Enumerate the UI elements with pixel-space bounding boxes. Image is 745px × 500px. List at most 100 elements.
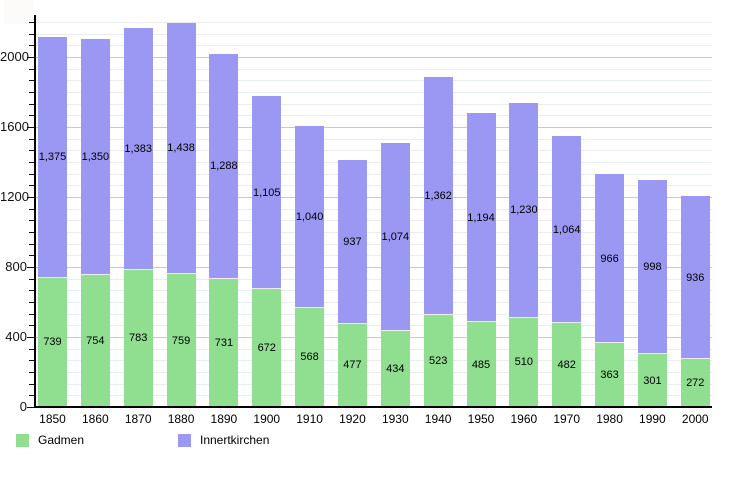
bar-segment-gadmen-1970 xyxy=(552,322,582,407)
y-tick-minor xyxy=(29,173,34,175)
value-label-gadmen-1950: 485 xyxy=(471,358,491,371)
value-label-innertkirchen-1980: 966 xyxy=(600,252,619,265)
y-tick-minor xyxy=(29,138,34,140)
y-tick-minor xyxy=(29,255,34,257)
x-axis-label-1850: 1850 xyxy=(39,412,66,426)
y-axis-label: 1200 xyxy=(0,189,29,204)
y-tick-major xyxy=(27,127,34,128)
bar-segment-gadmen-1870 xyxy=(123,269,153,407)
y-tick-minor xyxy=(29,348,34,350)
x-axis-label-1900: 1900 xyxy=(253,412,281,426)
y-axis-label: 2000 xyxy=(0,49,29,64)
y-axis-label: 400 xyxy=(5,329,27,344)
value-label-gadmen-1980: 363 xyxy=(600,369,619,382)
y-axis-label: 0 xyxy=(19,399,27,414)
legend-swatch-innertkirchen xyxy=(178,434,191,447)
x-axis-label-1970: 1970 xyxy=(553,412,581,426)
gridline-minor xyxy=(36,278,712,280)
y-tick-minor xyxy=(29,208,34,210)
x-axis-label-1870: 1870 xyxy=(124,412,152,426)
x-axis-label-1880: 1880 xyxy=(167,412,195,426)
bar-segment-gadmen-2000 xyxy=(680,359,710,407)
bar-segment-innertkirchen-1960 xyxy=(509,102,539,318)
bar-segment-gadmen-1860 xyxy=(80,275,110,407)
bar-segment-innertkirchen-1900 xyxy=(252,96,282,290)
gridline-minor xyxy=(36,162,712,163)
y-tick-major xyxy=(27,197,34,198)
value-label-innertkirchen-1850: 1,375 xyxy=(38,151,67,164)
gridline-minor xyxy=(36,45,712,47)
y-tick-minor xyxy=(29,325,34,327)
x-axis-label-1890: 1890 xyxy=(210,412,238,426)
y-tick-minor xyxy=(29,103,34,105)
y-axis-line xyxy=(34,15,36,408)
gridline-minor xyxy=(36,383,712,385)
gridline-minor xyxy=(36,92,712,93)
bar-segment-innertkirchen-2000 xyxy=(680,195,710,360)
x-axis-label-1950: 1950 xyxy=(467,412,495,426)
gridline-minor xyxy=(36,395,712,397)
gridline-minor xyxy=(36,33,712,35)
gridline-minor xyxy=(36,325,712,327)
y-tick-minor xyxy=(29,290,34,292)
bar-segment-innertkirchen-1860 xyxy=(80,38,110,276)
y-tick-minor xyxy=(29,92,34,93)
gridline-minor xyxy=(36,208,712,210)
value-label-gadmen-1890: 731 xyxy=(214,337,234,350)
value-label-gadmen-1930: 434 xyxy=(386,363,405,376)
y-tick-minor xyxy=(29,33,34,35)
gridline-minor xyxy=(36,243,712,245)
y-tick-minor xyxy=(29,243,34,245)
gridline-minor xyxy=(36,173,712,175)
bar-segment-gadmen-1890 xyxy=(209,279,239,407)
bar-segment-innertkirchen-1910 xyxy=(295,125,325,308)
bar-segment-innertkirchen-1920 xyxy=(337,159,367,324)
y-tick-minor xyxy=(29,115,34,117)
bar-segment-innertkirchen-1980 xyxy=(595,174,625,344)
bar-segment-gadmen-1950 xyxy=(466,322,496,407)
bar-segment-innertkirchen-1970 xyxy=(552,136,582,323)
gridline-minor xyxy=(36,220,712,222)
value-label-gadmen-1860: 754 xyxy=(86,335,105,348)
y-tick-minor xyxy=(29,220,34,222)
bar-segment-gadmen-1980 xyxy=(595,343,625,407)
value-label-innertkirchen-1910: 1,040 xyxy=(295,210,324,223)
bar-segment-innertkirchen-1930 xyxy=(380,143,410,332)
value-label-gadmen-1900: 672 xyxy=(257,342,276,355)
bar-segment-gadmen-1940 xyxy=(423,315,453,407)
value-label-gadmen-1960: 510 xyxy=(514,356,534,369)
y-axis-label: 1600 xyxy=(0,119,29,134)
gridline-minor xyxy=(36,313,712,315)
bar-segment-gadmen-1990 xyxy=(637,354,667,407)
bar-segment-gadmen-1910 xyxy=(295,307,325,407)
value-label-gadmen-2000: 272 xyxy=(686,377,705,390)
x-axis-label-1860: 1860 xyxy=(81,412,109,426)
x-axis-label-1930: 1930 xyxy=(381,412,409,426)
gridline-minor xyxy=(36,302,712,303)
gridline-minor xyxy=(36,138,712,140)
y-tick-minor xyxy=(29,302,34,303)
gridline-major xyxy=(36,57,712,58)
x-axis-label-1910: 1910 xyxy=(296,412,323,426)
gridline-minor xyxy=(36,372,712,373)
value-label-innertkirchen-1950: 1,194 xyxy=(467,211,495,224)
bar-segment-innertkirchen-1880 xyxy=(166,22,196,275)
corner-artifact xyxy=(4,0,34,24)
legend-swatch-gadmen xyxy=(16,434,29,447)
x-axis-label-1920: 1920 xyxy=(339,412,366,426)
value-label-gadmen-1910: 568 xyxy=(300,351,319,364)
y-tick-major xyxy=(27,337,34,338)
gridline-major xyxy=(36,337,712,338)
y-tick-minor xyxy=(29,150,34,152)
value-label-innertkirchen-1920: 937 xyxy=(343,235,362,248)
gridline-minor xyxy=(36,103,712,105)
y-tick-minor xyxy=(29,232,34,233)
y-tick-minor xyxy=(29,68,34,70)
value-label-innertkirchen-1860: 1,350 xyxy=(81,150,110,163)
gridline-minor xyxy=(36,115,712,117)
value-label-innertkirchen-1900: 1,105 xyxy=(252,186,281,199)
y-tick-minor xyxy=(29,22,34,23)
plot-area: 1,375 739 1,350 754 1,383 783 1,438 759 1,288 731… xyxy=(36,15,712,407)
bar-segment-innertkirchen-1850 xyxy=(38,37,67,278)
